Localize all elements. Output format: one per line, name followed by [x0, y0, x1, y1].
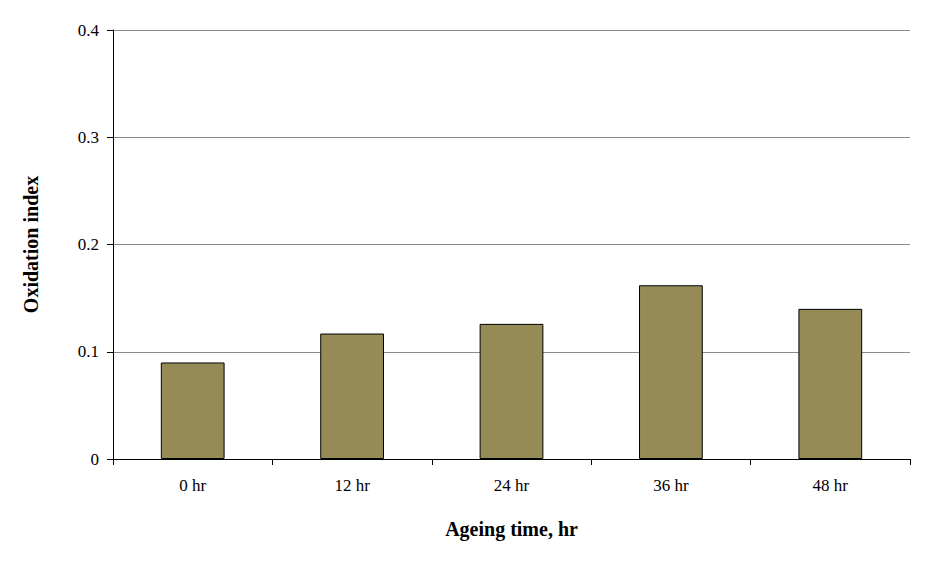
svg-text:Ageing time, hr: Ageing time, hr — [445, 518, 578, 541]
svg-text:Oxidation index: Oxidation index — [20, 176, 42, 313]
svg-text:0: 0 — [91, 450, 100, 469]
svg-text:12 hr: 12 hr — [334, 476, 370, 495]
svg-text:24 hr: 24 hr — [494, 476, 530, 495]
svg-text:0 hr: 0 hr — [179, 476, 206, 495]
svg-text:0.1: 0.1 — [78, 342, 99, 361]
svg-text:36 hr: 36 hr — [653, 476, 689, 495]
svg-text:48 hr: 48 hr — [813, 476, 849, 495]
svg-text:0.4: 0.4 — [78, 21, 100, 40]
svg-text:0.3: 0.3 — [78, 128, 99, 147]
svg-text:0.2: 0.2 — [78, 235, 99, 254]
